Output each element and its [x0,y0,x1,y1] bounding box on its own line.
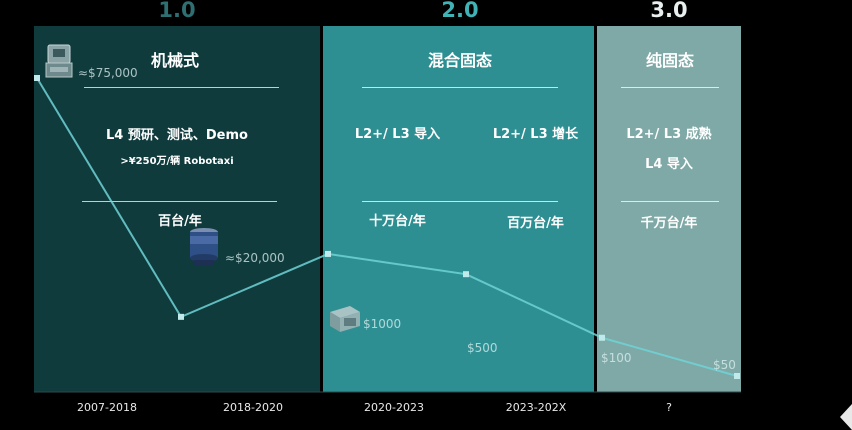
stage-description: >¥250万/辆 Robotaxi [120,156,234,167]
generation-label-2: 2.0 [441,0,479,22]
price-label-75000: ≈$75,000 [78,66,138,80]
volume-label: 十万台/年 [369,214,426,229]
x-tick-label: 2007-2018 [77,401,137,414]
divider-rule [621,87,719,88]
stage-description: L2+/ L3 成熟 [626,127,712,142]
x-tick-label: 2023-202X [505,401,567,414]
volume-label: 百台/年 [158,214,202,229]
x-tick-label: 2020-2023 [364,401,424,414]
price-label-100: $100 [601,351,632,365]
price-label-1000: $1000 [363,317,402,331]
lidar-box-icon [330,306,360,332]
divider-rule [82,201,277,202]
divider-rule [621,201,719,202]
x-tick-label: ? [666,401,672,414]
divider-rule [362,201,558,202]
generation-label-1: 1.0 [158,0,196,22]
panel-title-hybrid: 混合固态 [427,51,492,70]
price-point [599,334,605,341]
divider-rule [362,87,558,88]
volume-label: 千万台/年 [640,216,698,231]
stage-description: L2+/ L3 导入 [354,127,441,142]
price-point [325,250,331,257]
stage-description: L4 导入 [645,157,693,172]
price-label-20000: ≈$20,000 [225,251,285,265]
lidar-cylinder-icon [190,228,218,266]
stage-description: L4 预研、测试、Demo [106,128,248,143]
price-point [463,271,469,278]
panel-title-mechanical: 机械式 [150,51,199,70]
volume-label: 百万台/年 [507,216,564,231]
price-point [734,373,740,379]
price-label-500: $500 [467,341,498,355]
divider-rule [84,87,279,88]
price-line [36,77,738,377]
lidar-mechanical-icon [45,44,73,78]
panel-title-pure: 纯固态 [645,51,694,70]
x-tick-label: 2018-2020 [223,401,283,414]
stage-description: L2+/ L3 增长 [492,127,579,142]
generation-label-3: 3.0 [650,0,688,22]
price-point [34,75,40,81]
price-label-50: $50 [713,358,736,372]
corner-arrow-icon [840,404,852,430]
price-point [178,313,184,320]
